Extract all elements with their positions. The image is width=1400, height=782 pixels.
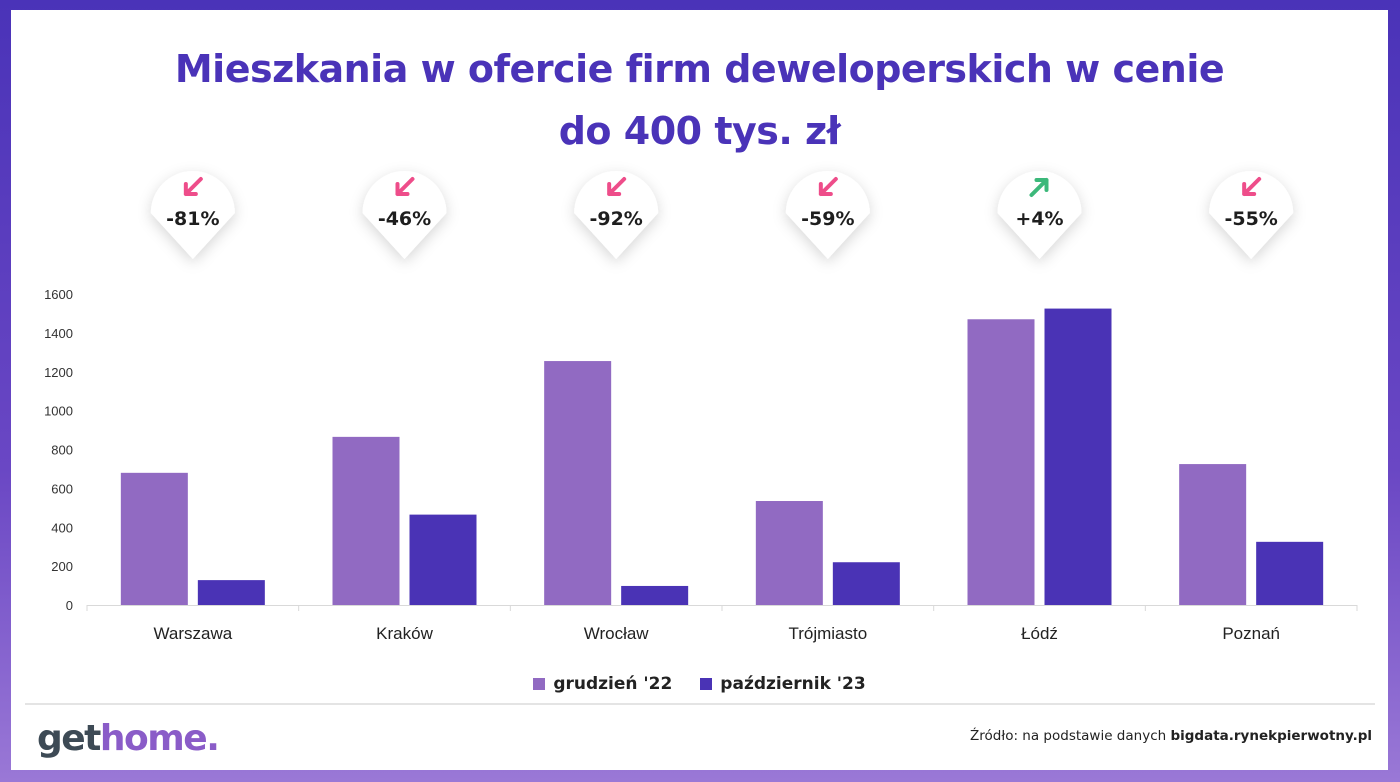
- x-tick-label: Kraków: [376, 624, 433, 643]
- bar-trójmiasto-series-2: [832, 562, 900, 605]
- bar-warszawa-series-1: [120, 472, 188, 605]
- source-link-text: bigdata.rynekpierwotny.pl: [1170, 728, 1372, 744]
- bar-warszawa-series-2: [197, 580, 265, 605]
- change-badge-shape: [574, 171, 659, 259]
- logo-part-get: get: [37, 718, 101, 759]
- legend-swatch-series-2: [700, 678, 713, 690]
- change-badge-shape: [997, 171, 1082, 259]
- change-badge: +4%: [997, 171, 1082, 259]
- x-tick-label: Warszawa: [153, 624, 232, 643]
- arrow-down-left-icon: [818, 177, 838, 196]
- bar-poznań-series-1: [1179, 464, 1247, 605]
- change-badge-label: -55%: [1224, 208, 1277, 230]
- change-badge: -55%: [1209, 171, 1294, 259]
- bar-łódź-series-2: [1044, 308, 1112, 605]
- source-note: Źródło: na podstawie danych bigdata.ryne…: [970, 728, 1372, 744]
- y-tick-label: 1200: [44, 365, 73, 380]
- arrow-down-left-icon: [395, 177, 415, 196]
- y-tick-label: 800: [51, 443, 73, 458]
- change-badge-label: -46%: [378, 208, 431, 230]
- arrow-down-left-icon: [183, 177, 203, 196]
- footer-divider: [25, 703, 1375, 705]
- bar-wrocław-series-1: [544, 361, 612, 605]
- y-tick-label: 1000: [44, 404, 73, 419]
- source-prefix: Źródło: na podstawie danych: [970, 728, 1167, 744]
- y-tick-label: 400: [51, 520, 73, 535]
- change-badge: -92%: [574, 171, 659, 259]
- legend-label-series-1: grudzień '22: [553, 674, 673, 694]
- y-tick-label: 1400: [44, 326, 73, 341]
- change-badge-shape: [1209, 171, 1294, 259]
- bar-wrocław-series-2: [621, 585, 689, 605]
- gethome-logo: gethome.: [37, 716, 220, 762]
- y-axis: 0 200 400 600 800 1000 1200 1400 1600: [44, 287, 73, 613]
- change-badge: -59%: [785, 171, 870, 259]
- bar-łódź-series-1: [967, 319, 1035, 605]
- x-tick-label: Wrocław: [584, 624, 650, 643]
- legend-label-series-2: październik '23: [720, 674, 866, 694]
- arrow-down-left-icon: [1242, 177, 1262, 196]
- y-tick-label: 1600: [44, 287, 73, 302]
- bar-chart: 0 200 400 600 800 1000 1200 1400 1600 Warszawa Kr…: [44, 171, 1358, 643]
- change-badge-label: -92%: [589, 208, 642, 230]
- logo-part-home: home.: [99, 718, 220, 759]
- change-badge: -81%: [150, 171, 235, 259]
- change-badge-label: +4%: [1015, 208, 1063, 230]
- x-axis: Warszawa Kraków Wrocław Trójmiasto Łódź Pozna…: [86, 605, 1358, 643]
- bar-kraków-series-2: [409, 514, 477, 605]
- legend-item-series-2: październik '23: [700, 674, 866, 694]
- title-line-1: Mieszkania w ofercie firm deweloperskich…: [174, 47, 1225, 91]
- change-badge-label: -59%: [801, 208, 854, 230]
- change-badge-shape: [362, 171, 447, 259]
- change-badge: -46%: [362, 171, 447, 259]
- arrow-down-left-icon: [607, 177, 627, 196]
- change-badge-shape: [150, 171, 235, 259]
- legend-item-series-1: grudzień '22: [533, 674, 672, 694]
- y-tick-label: 600: [51, 481, 73, 496]
- bars: [120, 308, 1324, 605]
- chart-card: Mieszkania w ofercie firm deweloperskich…: [11, 10, 1388, 770]
- change-badge-shape: [785, 171, 870, 259]
- x-tick-label: Poznań: [1222, 624, 1280, 643]
- x-tick-label: Łódź: [1021, 624, 1058, 643]
- title-line-2: do 400 tys. zł: [558, 109, 841, 153]
- bar-poznań-series-2: [1256, 541, 1324, 605]
- change-badges: -81% -46% -92% -59% +4% -55%: [150, 171, 1294, 259]
- bar-kraków-series-1: [332, 436, 400, 605]
- x-tick-label: Trójmiasto: [788, 624, 867, 643]
- legend: grudzień '22 październik '23: [11, 674, 1388, 694]
- change-badge-label: -81%: [166, 208, 219, 230]
- y-tick-label: 0: [66, 598, 73, 613]
- bar-trójmiasto-series-1: [755, 501, 823, 605]
- y-tick-label: 200: [51, 559, 73, 574]
- arrow-up-right-icon: [1029, 178, 1049, 197]
- chart-title: Mieszkania w ofercie firm deweloperskich…: [11, 38, 1388, 162]
- legend-swatch-series-1: [533, 678, 546, 690]
